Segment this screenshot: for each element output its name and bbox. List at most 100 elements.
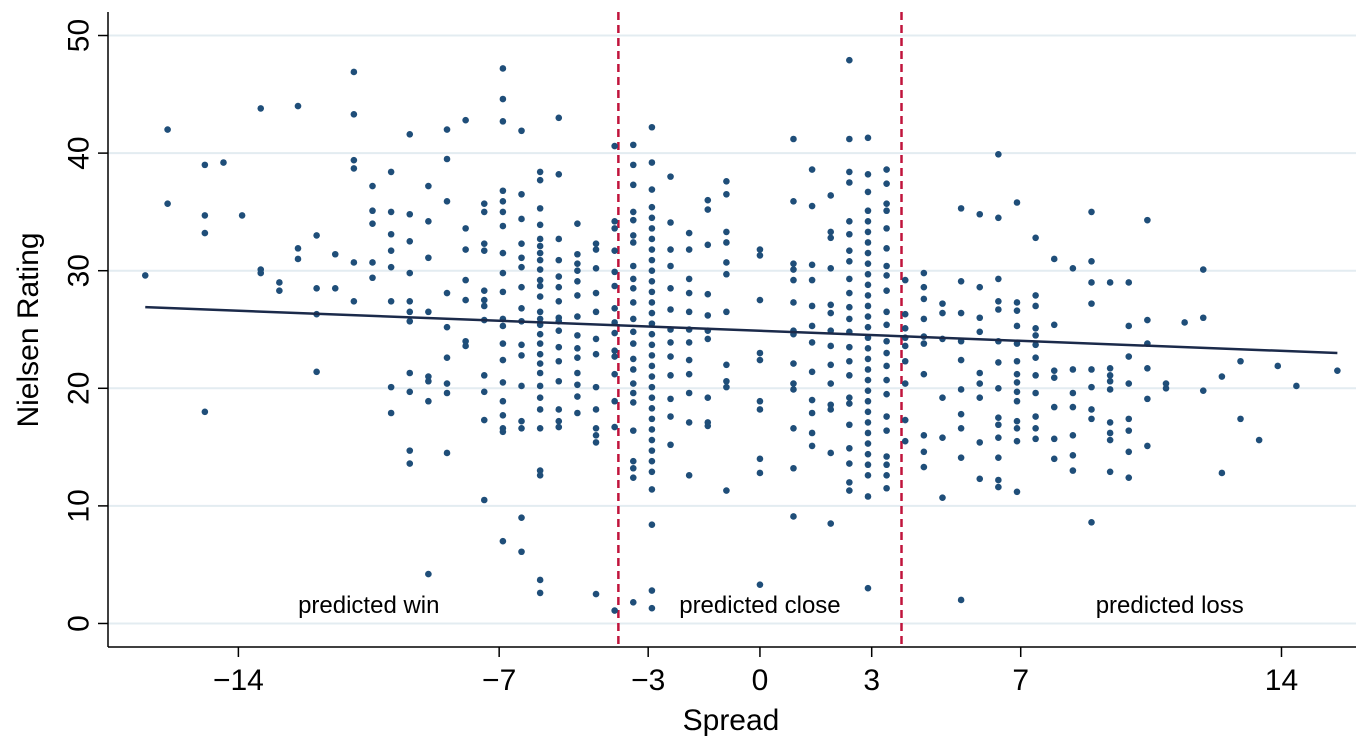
- data-point: [976, 314, 984, 322]
- data-point: [864, 461, 872, 469]
- data-point: [1032, 325, 1039, 332]
- data-point: [939, 434, 946, 441]
- data-point: [387, 247, 395, 255]
- data-point: [790, 513, 797, 520]
- data-point: [1013, 199, 1021, 206]
- data-point: [808, 409, 816, 417]
- data-point: [443, 389, 451, 397]
- data-point: [1274, 362, 1282, 370]
- data-point: [883, 272, 890, 279]
- data-point: [976, 210, 984, 218]
- data-point: [864, 376, 872, 384]
- data-point: [406, 317, 414, 325]
- data-point: [629, 216, 637, 224]
- x-tick-label: 3: [863, 664, 880, 697]
- data-point: [883, 287, 890, 294]
- x-tick-label: 14: [1265, 664, 1298, 697]
- data-point: [629, 474, 637, 481]
- data-point: [1293, 382, 1300, 390]
- data-point: [1032, 332, 1039, 339]
- data-point: [536, 340, 544, 347]
- data-point: [629, 464, 637, 472]
- y-axis-title: Nielsen Rating: [12, 232, 45, 427]
- data-point: [1013, 299, 1021, 306]
- data-point: [555, 114, 563, 122]
- y-tick-label: 0: [63, 615, 96, 632]
- data-point: [611, 370, 618, 378]
- data-point: [704, 394, 712, 402]
- data-point: [1125, 279, 1133, 286]
- region-label: predicted close: [679, 592, 840, 619]
- data-point: [723, 259, 730, 266]
- data-point: [667, 246, 674, 253]
- data-point: [629, 399, 637, 406]
- data-point: [425, 218, 432, 225]
- data-point: [667, 372, 674, 379]
- data-point: [976, 328, 984, 336]
- data-point: [592, 335, 600, 343]
- data-point: [518, 240, 525, 247]
- data-point: [920, 432, 928, 439]
- data-point: [1013, 370, 1021, 378]
- data-point: [1013, 488, 1021, 496]
- data-point: [518, 283, 525, 291]
- data-point: [883, 461, 890, 469]
- data-point: [846, 315, 853, 323]
- data-point: [864, 387, 872, 394]
- data-point: [756, 296, 764, 304]
- data-point: [518, 215, 525, 223]
- data-point: [331, 250, 339, 258]
- data-point: [555, 377, 563, 385]
- region-label: predicted loss: [1096, 592, 1244, 619]
- data-point: [846, 218, 853, 225]
- data-point: [406, 388, 414, 396]
- data-point: [1106, 468, 1114, 476]
- data-point: [480, 200, 488, 207]
- data-point: [704, 312, 712, 319]
- data-point: [920, 295, 928, 303]
- data-point: [518, 190, 525, 198]
- data-point: [827, 309, 835, 317]
- data-point: [883, 225, 890, 232]
- data-point: [536, 424, 544, 432]
- data-point: [939, 300, 946, 307]
- data-point: [443, 323, 451, 331]
- data-point: [406, 447, 414, 454]
- data-point: [629, 141, 637, 149]
- data-point: [518, 341, 525, 349]
- data-point: [629, 599, 637, 606]
- data-point: [995, 414, 1002, 421]
- data-point: [1069, 366, 1077, 373]
- data-point: [406, 308, 414, 316]
- data-point: [1069, 452, 1077, 459]
- data-point: [369, 220, 376, 227]
- data-point: [499, 288, 507, 296]
- data-point: [1088, 415, 1095, 423]
- data-point: [369, 207, 376, 215]
- data-point: [1088, 383, 1095, 391]
- data-point: [827, 228, 835, 236]
- data-point: [901, 342, 909, 350]
- data-point: [536, 235, 544, 243]
- y-tick-label: 30: [63, 254, 96, 287]
- data-point: [462, 296, 469, 304]
- data-point: [846, 275, 853, 283]
- data-point: [1125, 322, 1133, 330]
- data-point: [1255, 436, 1263, 444]
- data-point: [536, 308, 544, 316]
- data-point: [313, 232, 320, 239]
- data-point: [425, 182, 432, 190]
- data-point: [238, 212, 246, 219]
- data-point: [883, 207, 890, 215]
- data-point: [883, 362, 890, 370]
- data-point: [201, 229, 209, 237]
- data-point: [1199, 387, 1207, 394]
- y-tick-label: 10: [63, 489, 96, 522]
- data-point: [648, 186, 656, 193]
- data-point: [790, 380, 797, 387]
- data-point: [883, 413, 890, 420]
- data-point: [864, 366, 872, 373]
- data-point: [957, 309, 965, 317]
- data-point: [629, 340, 637, 347]
